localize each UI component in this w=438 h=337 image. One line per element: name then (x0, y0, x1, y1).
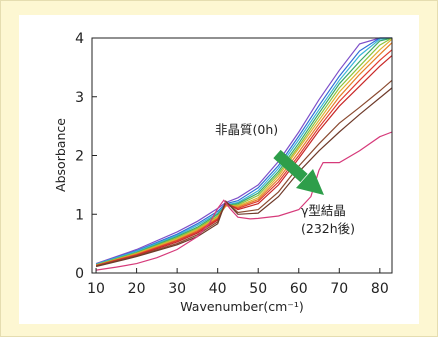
y-tick-label: 2 (75, 149, 84, 165)
series-line-9 (95, 55, 393, 267)
x-tick-label: 40 (209, 281, 227, 297)
series-line-5 (95, 37, 393, 266)
series-line-2 (95, 37, 392, 265)
x-axis-title: Wavenumber(cm⁻¹) (180, 299, 304, 314)
series-line-10 (95, 79, 393, 267)
x-tick-label: 70 (330, 281, 348, 297)
x-axis-ticks: 10 20 30 40 50 60 70 80 (87, 268, 389, 297)
series-layer (95, 37, 393, 271)
end-annotation-line2: (232h後) (301, 221, 355, 236)
y-axis-ticks: 0 1 2 3 4 (75, 31, 97, 282)
x-tick-label: 20 (128, 281, 146, 297)
series-line-11 (95, 87, 393, 268)
series-line-1 (95, 37, 392, 265)
series-line-12 (96, 131, 393, 271)
y-tick-label: 1 (75, 207, 84, 223)
series-line-3 (95, 37, 393, 265)
x-tick-label: 10 (87, 281, 105, 297)
plot-frame (91, 37, 393, 274)
y-tick-label: 3 (75, 90, 84, 106)
series-line-4 (95, 37, 393, 266)
end-annotation-line1: γ型結晶 (301, 203, 346, 218)
trend-arrow (273, 149, 324, 195)
y-tick-label: 0 (75, 266, 84, 282)
start-annotation: 非晶質(0h) (215, 122, 278, 137)
series-line-8 (95, 49, 393, 266)
x-tick-label: 50 (249, 281, 267, 297)
x-tick-label: 80 (371, 281, 389, 297)
y-tick-label: 4 (75, 31, 84, 47)
x-tick-label: 30 (168, 281, 186, 297)
series-line-6 (95, 38, 393, 266)
series-line-7 (95, 42, 393, 266)
x-tick-label: 60 (290, 281, 308, 297)
y-axis-title: Absorbance (53, 118, 68, 192)
